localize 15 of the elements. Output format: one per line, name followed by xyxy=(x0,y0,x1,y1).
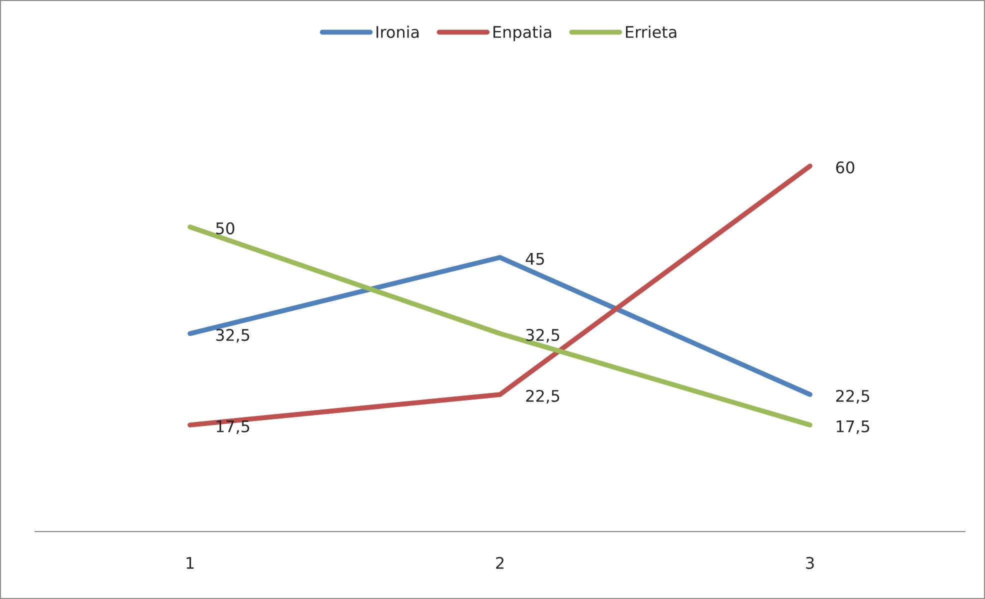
data-label: 50 xyxy=(216,222,234,234)
legend-label: Enpatia xyxy=(493,26,552,42)
data-label: 32,5 xyxy=(216,328,250,343)
legend-label: Ironia xyxy=(376,26,419,38)
data-label: 22,5 xyxy=(836,390,870,404)
data-label: 17,5 xyxy=(836,420,870,434)
data-label: 22,5 xyxy=(526,390,560,404)
x-tick-label: 1 xyxy=(186,557,194,569)
data-label: 32,5 xyxy=(526,328,560,343)
x-tick-label: 2 xyxy=(496,556,504,569)
x-tick-label: 3 xyxy=(806,556,814,569)
legend-label: Errieta xyxy=(626,26,676,38)
data-label: 17,5 xyxy=(216,420,250,434)
data-label: 45 xyxy=(526,252,544,265)
data-label: 60 xyxy=(836,161,854,174)
